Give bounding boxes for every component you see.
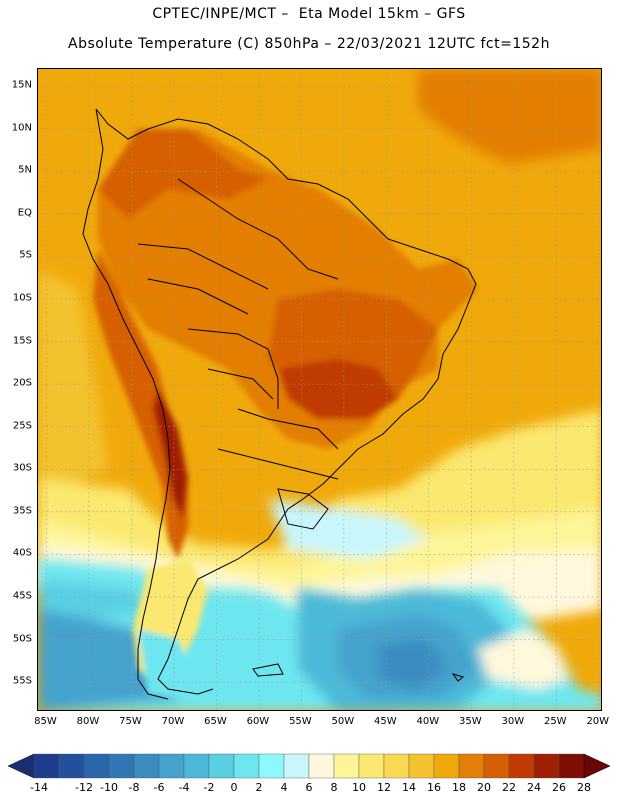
colorbar-tick-label: -8 [128,781,140,794]
longitude-tick-label: 40W [416,716,440,727]
temperature-field [38,69,601,710]
longitude-tick-label: 75W [119,716,142,727]
map-title: CPTEC/INPE/MCT – Eta Model 15km – GFS [152,6,466,22]
latitude-tick-label: 10N [11,122,32,134]
temperature-map [37,68,602,711]
longitude-tick-label: 30W [501,716,525,727]
longitude-tick-label: 45W [374,716,397,727]
colorbar-tick-label: 22 [502,781,516,794]
colorbar-tick-label: 12 [377,781,391,794]
colorbar-tick-label: -6 [153,781,165,794]
longitude-tick-label: 55W [289,716,312,727]
map-subtitle: Absolute Temperature (C) 850hPa – 22/03/… [68,36,550,52]
coastlines [82,108,477,700]
latitude-tick-label: EQ [17,207,32,219]
latitude-tick-label: 40S [12,547,32,559]
colorbar-tick-label: 14 [402,781,416,794]
latitude-tick-label: 50S [12,633,32,645]
latitude-tick-label: 30S [12,462,32,474]
latitude-tick-label: 45S [12,590,32,602]
colorbar-swatch [408,753,435,779]
colorbar-tick-label: 6 [305,781,313,794]
longitude-tick-label: 25W [543,716,567,727]
colorbar-low-arrow [7,753,35,779]
colorbar-tick-label: -12 [75,781,93,794]
latitude-tick-label: 55S [12,675,32,687]
colorbar-tick-label: 8 [330,781,338,794]
colorbar-swatch [308,753,335,779]
map-graticule [38,69,601,710]
colorbar-swatch [208,753,235,779]
colorbar-swatch [433,753,460,779]
colorbar-tick-label: 4 [280,781,288,794]
colorbar-swatch [58,753,85,779]
latitude-tick-label: 5N [18,164,32,176]
colorbar-swatch [333,753,360,779]
latitude-tick-label: 10S [12,292,32,304]
longitude-tick-label: 80W [76,716,100,727]
colorbar-tick-label: 20 [477,781,491,794]
colorbar-swatch [258,753,285,779]
colorbar-tick-label: 24 [527,781,541,794]
longitude-tick-label: 70W [161,716,185,727]
colorbar-high-arrow [583,753,611,779]
colorbar-swatch [108,753,135,779]
longitude-tick-label: 20W [586,716,610,727]
colorbar-swatch [183,753,210,779]
colorbar-swatch [133,753,160,779]
latitude-tick-label: 25S [12,420,32,432]
colorbar-tick-label: 10 [352,781,366,794]
longitude-tick-label: 35W [458,716,482,727]
colorbar-tick-label: -10 [100,781,118,794]
colorbar-swatch [383,753,410,779]
colorbar-tick-label: -4 [178,781,190,794]
colorbar-tick-label: 28 [577,781,591,794]
longitude-tick-label: 85W [34,716,57,727]
colorbar-tick-label: 18 [452,781,466,794]
latitude-tick-label: 15N [11,79,32,91]
latitude-tick-label: 35S [12,505,32,517]
latitude-tick-label: 15S [12,335,32,347]
colorbar-swatch [358,753,385,779]
longitude-tick-label: 60W [246,716,270,727]
colorbar-swatch [458,753,485,779]
colorbar-tick-label: -2 [203,781,215,794]
colorbar-swatch [483,753,510,779]
colorbar-swatch [158,753,185,779]
colorbar-tick-label: 26 [552,781,566,794]
colorbar-swatch [283,753,310,779]
latitude-tick-label: 5S [19,249,32,261]
longitude-tick-label: 50W [331,716,355,727]
colorbar-swatch [233,753,260,779]
colorbar-tick-label: -14 [30,781,48,794]
colorbar-tick-label: 0 [230,781,238,794]
latitude-tick-label: 20S [12,377,32,389]
colorbar-swatch [33,753,60,779]
temperature-colorbar [7,753,611,779]
colorbar-tick-label: 2 [255,781,263,794]
colorbar-swatch [83,753,110,779]
colorbar-swatch [508,753,535,779]
colorbar-swatch [558,753,585,779]
colorbar-tick-label: 16 [427,781,441,794]
longitude-tick-label: 65W [204,716,227,727]
colorbar-swatch [533,753,560,779]
